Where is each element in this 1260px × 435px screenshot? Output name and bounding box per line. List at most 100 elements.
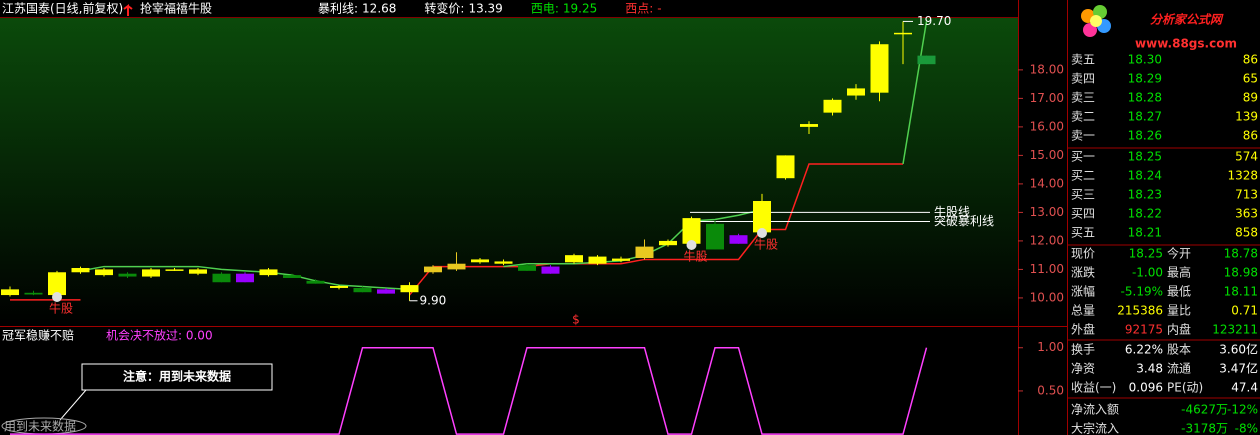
book-label: 卖四 bbox=[1071, 72, 1095, 86]
candle-body bbox=[1, 289, 19, 296]
stat-value: -1.00 bbox=[1132, 266, 1163, 280]
line-series bbox=[80, 265, 410, 291]
y-tick-label: 10.00 bbox=[1030, 290, 1064, 304]
bull-label: 牛股 bbox=[683, 249, 707, 264]
candle-body bbox=[682, 218, 701, 244]
stat-value: -5.19% bbox=[1121, 285, 1163, 299]
book-volume: 139 bbox=[1235, 110, 1258, 124]
book-volume: 65 bbox=[1243, 72, 1258, 86]
ref-label: 突破暴利线 bbox=[934, 213, 994, 228]
stat-label: PE(动) bbox=[1167, 381, 1203, 395]
line-series bbox=[902, 21, 928, 165]
candle-body bbox=[894, 32, 912, 35]
candle-body bbox=[71, 267, 90, 273]
y-tick-label: 13.00 bbox=[1030, 205, 1064, 219]
candle-body bbox=[706, 223, 724, 250]
stat-value: 18.11 bbox=[1224, 285, 1258, 299]
book-volume: 89 bbox=[1243, 91, 1258, 105]
stat-label: 外盘 bbox=[1071, 322, 1095, 337]
book-price: 18.25 bbox=[1128, 150, 1162, 164]
candle-body bbox=[236, 273, 254, 283]
stat-label: 净资 bbox=[1071, 362, 1095, 376]
label: 西点: bbox=[625, 2, 653, 16]
flow-value: -3178万 bbox=[1181, 422, 1228, 435]
coin-icon bbox=[757, 228, 767, 238]
candle-body bbox=[753, 201, 771, 233]
stat-value: 3.47亿 bbox=[1219, 361, 1258, 376]
stat-label: 收益(一) bbox=[1071, 381, 1116, 395]
stat-value: 6.22% bbox=[1125, 343, 1163, 357]
book-volume: 363 bbox=[1235, 207, 1258, 221]
candle-body bbox=[24, 292, 43, 295]
note: 注意：用到未来数据 bbox=[123, 369, 231, 384]
stat-label: 现价 bbox=[1071, 247, 1095, 261]
candle-body bbox=[424, 266, 442, 273]
candle-body bbox=[377, 289, 395, 294]
book-label: 买三 bbox=[1071, 188, 1095, 202]
line-series bbox=[408, 163, 903, 296]
label: 转变价: bbox=[424, 1, 464, 16]
book-price: 18.24 bbox=[1128, 169, 1162, 183]
price-panel bbox=[0, 18, 1018, 325]
stat-value: 18.25 bbox=[1129, 247, 1163, 261]
candle-body bbox=[142, 269, 160, 277]
book-volume: 86 bbox=[1243, 53, 1258, 67]
flow-label: 大宗流入 bbox=[1071, 421, 1119, 435]
candle-body bbox=[635, 246, 654, 259]
book-price: 18.21 bbox=[1128, 226, 1162, 240]
candle-body bbox=[306, 280, 325, 284]
indicator-title: 冠军稳赚不赔 bbox=[2, 328, 74, 343]
candle-body bbox=[189, 269, 207, 274]
stat-value: 0.096 bbox=[1129, 381, 1163, 395]
low-label: 9.90 bbox=[420, 293, 447, 307]
y-tick-label: 0.50 bbox=[1037, 383, 1064, 397]
candle-body bbox=[212, 273, 231, 283]
candle-body bbox=[447, 263, 466, 270]
indicator-line bbox=[10, 346, 928, 435]
stat-value: 18.98 bbox=[1224, 266, 1258, 280]
stat-label: 今开 bbox=[1167, 246, 1191, 261]
book-label: 买一 bbox=[1071, 150, 1095, 164]
book-label: 买二 bbox=[1071, 169, 1095, 183]
label: 13.39 bbox=[468, 2, 502, 16]
candle-body bbox=[776, 155, 795, 179]
stat-value: 123211 bbox=[1212, 323, 1258, 337]
candle-body bbox=[95, 269, 113, 276]
y-tick-label: 12.00 bbox=[1030, 233, 1064, 247]
stat-label: 股本 bbox=[1167, 343, 1191, 357]
coin-icon bbox=[52, 292, 62, 302]
candle-body bbox=[471, 259, 489, 263]
label: - bbox=[657, 2, 661, 16]
candle-body bbox=[494, 261, 513, 264]
book-label: 卖五 bbox=[1071, 53, 1095, 67]
candle-body bbox=[330, 285, 348, 288]
label: 12.68 bbox=[362, 2, 396, 16]
book-price: 18.27 bbox=[1128, 110, 1162, 124]
flow-label: 净流入额 bbox=[1071, 403, 1119, 417]
stat-label: 最高 bbox=[1167, 265, 1191, 280]
high-label: 19.70 bbox=[917, 14, 951, 28]
flow-value: -4627万 bbox=[1181, 403, 1228, 417]
candle-body bbox=[800, 124, 818, 127]
book-label: 卖二 bbox=[1071, 110, 1095, 124]
label: 抢宰福禧牛股 bbox=[140, 1, 212, 16]
note-small: 用到未来数据 bbox=[4, 419, 76, 434]
book-label: 买四 bbox=[1071, 207, 1095, 221]
book-price: 18.28 bbox=[1128, 91, 1162, 105]
book-price: 18.26 bbox=[1128, 129, 1162, 143]
candle-body bbox=[518, 265, 536, 271]
stat-label: 最低 bbox=[1167, 285, 1191, 299]
candle-body bbox=[541, 266, 560, 274]
stat-value: 0.71 bbox=[1231, 304, 1258, 318]
book-label: 卖三 bbox=[1071, 91, 1095, 105]
stat-value: 47.4 bbox=[1231, 381, 1258, 395]
candle-body bbox=[165, 269, 184, 271]
book-price: 18.29 bbox=[1128, 72, 1162, 86]
candle-body bbox=[565, 255, 583, 263]
y-tick-label: 18.00 bbox=[1030, 62, 1064, 76]
candle-body bbox=[48, 272, 66, 296]
indicator-legend: 机会决不放过: 0.00 bbox=[106, 328, 213, 343]
y-tick-label: 14.00 bbox=[1030, 176, 1064, 190]
candle-body bbox=[870, 44, 889, 93]
